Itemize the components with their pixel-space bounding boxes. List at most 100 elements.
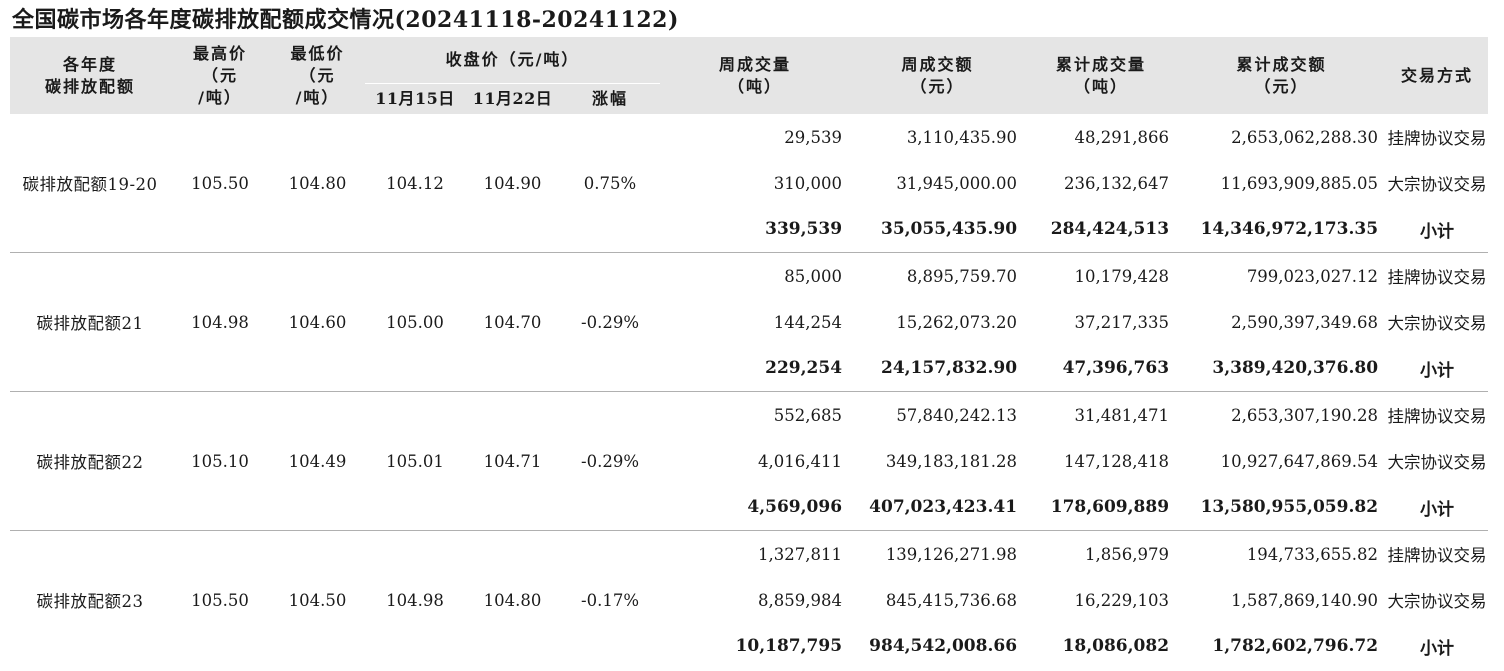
cum-amount-cell: 13,580,955,059.82 [1177, 484, 1387, 531]
weekly-amount-cell: 984,542,008.66 [869, 636, 1018, 656]
close-curr-cell: 104.80 [483, 590, 542, 610]
method-cell: 挂牌协议交易 [1387, 407, 1487, 426]
close-curr-cell: 104.90 [465, 114, 560, 253]
weekly-amount-cell: 8,895,759.70 [906, 266, 1018, 286]
cum-amount-cell: 194,733,655.82 [1246, 544, 1379, 564]
cum-volume-cell: 18,086,082 [1062, 636, 1170, 656]
col-cum-volume-header: 累计成交量 （吨） [1025, 37, 1178, 114]
cum-volume-cell: 37,217,335 [1074, 312, 1170, 332]
close-curr-cell: 104.70 [465, 252, 560, 392]
method-cell: 小计 [1420, 638, 1455, 659]
close-prev-cell: 104.12 [365, 114, 465, 253]
cum-volume-cell: 47,396,763 [1025, 345, 1178, 392]
cum-volume-cell: 31,481,471 [1074, 405, 1170, 425]
change-cell: -0.29% [560, 391, 661, 531]
weekly-amount-cell: 24,157,832.90 [850, 345, 1026, 392]
col-weekly-volume-header: 周成交量 （吨） [660, 37, 851, 114]
low-price-cell: 104.80 [270, 114, 365, 253]
cum-volume-cell: 147,128,418 [1064, 451, 1170, 471]
weekly-volume-cell: 85,000 [784, 266, 843, 286]
col-weekly-amount-header: 周成交额 （元） [850, 37, 1026, 114]
change-cell: -0.17% [581, 590, 640, 610]
cum-volume-cell: 16,229,103 [1074, 590, 1170, 610]
high-price-cell: 104.98 [170, 252, 270, 392]
method-cell: 大宗协议交易 [1387, 175, 1487, 194]
weekly-volume-cell: 4,569,096 [660, 484, 851, 531]
table-row: 144,254 15,262,073.20 37,217,335 2,590,397,… [10, 299, 1488, 345]
col-allowance-header: 各年度 碳排放配额 [10, 37, 170, 114]
weekly-volume-cell: 1,327,811 [758, 544, 843, 564]
cum-amount-cell: 11,693,909,885.05 [1220, 173, 1379, 193]
col-cum-amount-header: 累计成交额 （元） [1177, 37, 1387, 114]
cum-amount-cell: 2,590,397,349.68 [1231, 312, 1379, 332]
page-title: 全国碳市场各年度碳排放配额成交情况(20241118-20241122) [12, 7, 679, 33]
cum-volume-cell: 48,291,866 [1074, 127, 1170, 147]
table-row: 碳排放配额19-20 105.50 104.80 104.12 104.90 0.75% 2… [10, 114, 1488, 253]
cum-amount-cell: 10,927,647,869.54 [1220, 451, 1379, 471]
weekly-amount-cell: 139,126,271.98 [885, 544, 1018, 564]
weekly-amount-cell: 35,055,435.90 [850, 206, 1026, 253]
method-cell: 大宗协议交易 [1387, 453, 1487, 472]
cum-amount-cell: 2,653,307,190.28 [1231, 405, 1379, 425]
table-row: 碳排放配额21 104.98 104.60 105.00 104.70 -0.29% 85,… [10, 252, 1488, 392]
cum-volume-cell: 1,856,979 [1085, 544, 1170, 564]
close-prev-cell: 105.00 [365, 252, 465, 392]
subtotal-row: 339,539 35,055,435.90 284,424,513 14,346,97… [10, 206, 1489, 253]
cum-volume-cell: 10,179,428 [1074, 266, 1170, 286]
weekly-volume-cell: 229,254 [660, 345, 851, 392]
close-prev-cell: 105.01 [365, 391, 465, 531]
method-cell: 小计 [1386, 345, 1489, 392]
high-price-cell: 105.50 [170, 114, 270, 253]
weekly-volume-cell: 310,000 [773, 173, 843, 193]
col-close-header: 收盘价（元/吨） [365, 37, 661, 84]
weekly-volume-cell: 10,187,795 [735, 636, 843, 656]
cum-amount-cell: 1,587,869,140.90 [1231, 590, 1379, 610]
cum-amount-cell: 2,653,062,288.30 [1231, 127, 1379, 147]
change-cell: -0.29% [560, 252, 661, 392]
cum-amount-cell: 799,023,027.12 [1246, 266, 1379, 286]
weekly-volume-cell: 339,539 [660, 206, 851, 253]
weekly-volume-cell: 4,016,411 [758, 451, 843, 471]
method-cell: 大宗协议交易 [1387, 314, 1487, 333]
weekly-amount-cell: 31,945,000.00 [896, 173, 1018, 193]
cum-amount-cell: 3,389,420,376.80 [1177, 345, 1387, 392]
weekly-volume-cell: 144,254 [773, 312, 843, 332]
weekly-amount-cell: 57,840,242.13 [896, 405, 1018, 425]
method-cell: 挂牌协议交易 [1387, 546, 1487, 565]
table-row: 碳排放配额22 105.10 104.49 105.01 104.71 -0.29% 552… [10, 391, 1488, 531]
subtotal-row: 10,187,795 984,542,008.66 18,086,082 1,782,… [10, 623, 1488, 669]
table-row: 310,000 31,945,000.00 236,132,647 11,693,90… [10, 160, 1488, 206]
weekly-amount-cell: 407,023,423.41 [850, 484, 1026, 531]
close-prev-cell: 104.98 [386, 590, 444, 610]
cum-volume-cell: 178,609,889 [1025, 484, 1178, 531]
col-close-curr-header: 11月22日 [465, 83, 560, 114]
subtotal-row: 4,569,096 407,023,423.41 178,609,889 13,580… [10, 484, 1489, 531]
weekly-amount-cell: 15,262,073.20 [896, 312, 1018, 332]
weekly-amount-cell: 845,415,736.68 [885, 590, 1018, 610]
method-cell: 挂牌协议交易 [1387, 268, 1487, 287]
low-price-cell: 104.49 [270, 391, 365, 531]
weekly-amount-cell: 3,110,435.90 [906, 127, 1018, 147]
col-close-prev-header: 11月15日 [365, 83, 465, 114]
table-row: 碳排放配额23 105.50 104.50 104.98 104.80 -0.17% 1,3… [10, 531, 1488, 612]
close-curr-cell: 104.71 [465, 391, 560, 531]
carbon-trading-table: 各年度 碳排放配额 最高价 （元/吨） 最低价 （元/吨） 收盘价（元/吨） 周成交量… [10, 37, 1489, 669]
allowance-name-cell: 碳排放配额23 [36, 592, 144, 611]
method-cell: 挂牌协议交易 [1387, 129, 1487, 148]
allowance-name-cell: 碳排放配额21 [10, 252, 170, 392]
allowance-name-cell: 碳排放配额19-20 [10, 114, 170, 253]
cum-amount-cell: 14,346,972,173.35 [1177, 206, 1387, 253]
col-change-header: 涨幅 [560, 83, 661, 114]
table-row: 8,859,984 845,415,736.68 16,229,103 1,587,8… [10, 577, 1488, 623]
method-cell: 小计 [1386, 206, 1489, 253]
method-cell: 小计 [1386, 484, 1489, 531]
weekly-amount-cell: 349,183,181.28 [885, 451, 1018, 471]
col-low-header: 最低价 （元/吨） [270, 37, 365, 114]
change-cell: 0.75% [560, 114, 661, 253]
table-row: 4,016,411 349,183,181.28 147,128,418 10,927… [10, 438, 1488, 484]
subtotal-row: 229,254 24,157,832.90 47,396,763 3,389,420,… [10, 345, 1489, 392]
cum-amount-cell: 1,782,602,796.72 [1212, 636, 1379, 656]
col-method-header: 交易方式 [1386, 37, 1489, 114]
weekly-volume-cell: 8,859,984 [758, 590, 843, 610]
high-price-cell: 105.50 [191, 590, 249, 610]
